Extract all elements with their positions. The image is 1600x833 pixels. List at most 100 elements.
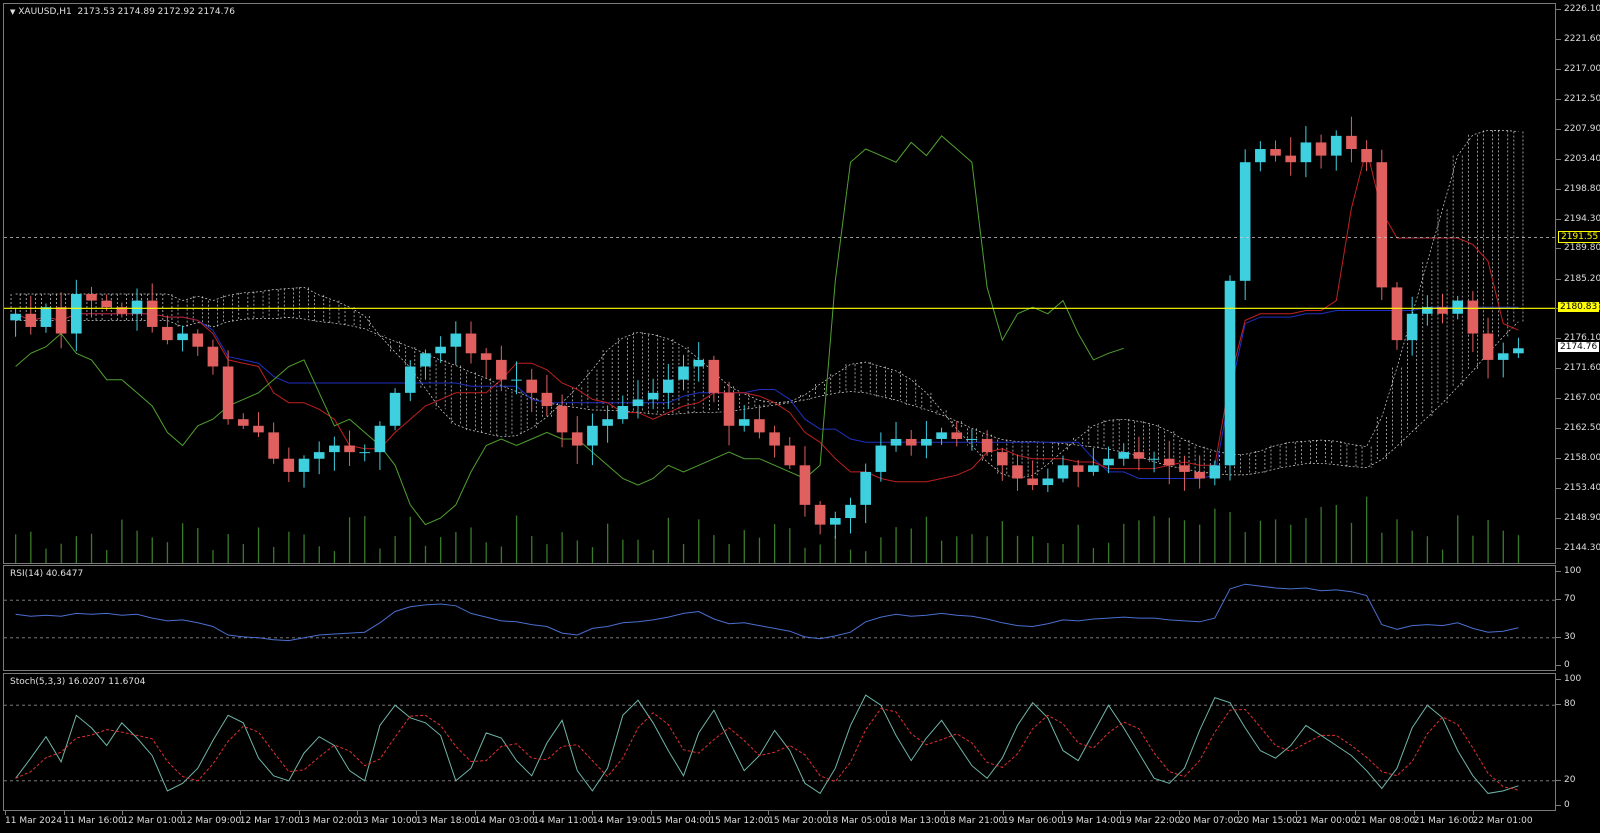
time-axis-tick: [357, 811, 359, 815]
volume-bar: [379, 548, 381, 563]
bullish-candle: [511, 379, 522, 381]
level-tag-dotted: 2191.55: [1558, 230, 1600, 243]
time-axis-label: 19 Mar 14:00: [1061, 816, 1122, 826]
rsi-line: [15, 583, 1519, 642]
volume-bar: [743, 530, 745, 563]
bearish-candle: [1376, 162, 1388, 288]
volume-bar: [45, 548, 47, 563]
bearish-candle: [55, 307, 67, 334]
bearish-candle: [981, 438, 993, 453]
volume-bar: [819, 544, 821, 563]
volume-bar: [1199, 524, 1201, 563]
bullish-candle: [632, 399, 644, 407]
price-axis-tick: [1556, 368, 1561, 370]
bearish-candle: [283, 458, 295, 472]
bullish-candle: [738, 419, 750, 426]
price-axis-label: 2189.80: [1564, 243, 1600, 254]
bullish-candle: [435, 346, 446, 354]
time-axis-label: 11 Mar 16:00: [63, 816, 124, 826]
price-chart-canvas[interactable]: [4, 4, 1555, 563]
volume-bar: [1350, 522, 1353, 563]
price-axis-tick: [1556, 188, 1561, 190]
time-axis-label: 18 Mar 21:00: [944, 816, 1005, 826]
price-axis-tick: [1556, 488, 1561, 490]
time-axis-label: 21 Mar 08:00: [1355, 816, 1416, 826]
volume-bar: [1411, 530, 1413, 563]
price-axis-label: 2153.40: [1564, 483, 1600, 494]
bearish-candle: [1467, 300, 1479, 334]
rsi-canvas[interactable]: [4, 566, 1555, 670]
time-axis-tick: [1237, 811, 1239, 815]
time-axis-tick: [1002, 811, 1004, 815]
price-axis-tick: [1556, 338, 1561, 340]
chikou-span-line: [15, 135, 1124, 526]
bullish-candle: [678, 366, 689, 380]
time-axis[interactable]: 11 Mar 2024 11 Mar 16:00 12 Mar 01:00 12 Ma…: [3, 811, 1556, 833]
bearish-candle: [268, 432, 279, 459]
price-axis-label: 2217.00: [1564, 63, 1600, 74]
bullish-candle: [10, 313, 21, 321]
volume-bar: [1214, 508, 1216, 563]
volume-bar: [1229, 511, 1231, 563]
bullish-candle: [450, 333, 462, 347]
time-axis-label: 18 Mar 13:00: [885, 816, 946, 826]
volume-bar: [440, 537, 442, 563]
price-axis-tick: [1556, 517, 1561, 519]
osc-axis-tick: [1556, 571, 1561, 572]
bullish-candle: [1239, 162, 1251, 281]
volume-bar: [1487, 519, 1489, 563]
volume-bar: [364, 516, 366, 563]
price-axis-label: 2203.40: [1564, 153, 1600, 164]
bearish-candle: [162, 326, 173, 341]
time-axis-tick: [592, 811, 593, 815]
price-chart-pane[interactable]: ▼ XAUUSD,H1 2173.53 2174.89 2172.92 2174…: [3, 3, 1556, 564]
volume-bar: [1320, 506, 1322, 563]
volume-bar: [181, 523, 184, 563]
bearish-candle: [192, 333, 204, 347]
time-axis-tick: [5, 811, 6, 815]
bearish-candle: [207, 346, 219, 367]
volume-bar: [880, 537, 882, 563]
volume-bar: [758, 537, 761, 563]
volume-bar: [60, 543, 62, 563]
volume-bar: [637, 539, 639, 563]
time-axis-tick: [1472, 811, 1474, 815]
volume-bar: [1381, 532, 1383, 563]
bullish-candle: [1042, 478, 1054, 486]
rsi-pane[interactable]: RSI(14) 40.6477: [3, 565, 1556, 671]
stochastic-canvas[interactable]: [4, 674, 1555, 810]
bullish-candle: [1513, 348, 1524, 354]
time-axis-tick: [1413, 811, 1415, 815]
price-axis-label: 2167.00: [1564, 393, 1600, 404]
volume-bar: [956, 536, 958, 563]
bullish-candle: [1057, 465, 1069, 479]
bearish-candle: [769, 432, 780, 446]
volume-bar: [1502, 530, 1504, 563]
triangle-down-icon[interactable]: ▼: [10, 8, 16, 16]
volume-bar: [1441, 549, 1444, 563]
osc-axis-label: 70: [1564, 594, 1576, 605]
price-axis-tick: [1556, 218, 1561, 220]
bullish-candle: [936, 432, 947, 439]
volume-bar: [257, 527, 260, 563]
bullish-candle: [313, 452, 325, 459]
bullish-candle: [1422, 307, 1433, 314]
volume-bar: [1107, 542, 1110, 563]
stochastic-pane[interactable]: Stoch(5,3,3) 16.0207 11.6704: [3, 673, 1556, 811]
price-axis[interactable]: 2226.10 2221.60 2217.00 2212.50 2207.90 2203.…: [1556, 3, 1600, 564]
bullish-candle: [1497, 353, 1509, 360]
bearish-candle: [996, 452, 1008, 466]
time-axis-label: 14 Mar 19:00: [592, 816, 653, 826]
bearish-candle: [86, 293, 97, 301]
symbol-label: XAUUSD,H1: [18, 7, 72, 17]
time-axis-label: 21 Mar 00:00: [1296, 816, 1357, 826]
price-axis-tick: [1556, 98, 1561, 100]
bearish-candle: [146, 300, 158, 327]
osc-axis-label: 80: [1564, 699, 1576, 710]
bearish-candle: [1194, 471, 1205, 479]
bullish-candle: [1088, 465, 1099, 472]
bullish-candle: [329, 445, 340, 453]
osc-axis-tick: [1556, 704, 1561, 706]
level-tag-horizontal: 2180.83: [1558, 302, 1600, 313]
osc-axis-tick: [1556, 679, 1561, 680]
